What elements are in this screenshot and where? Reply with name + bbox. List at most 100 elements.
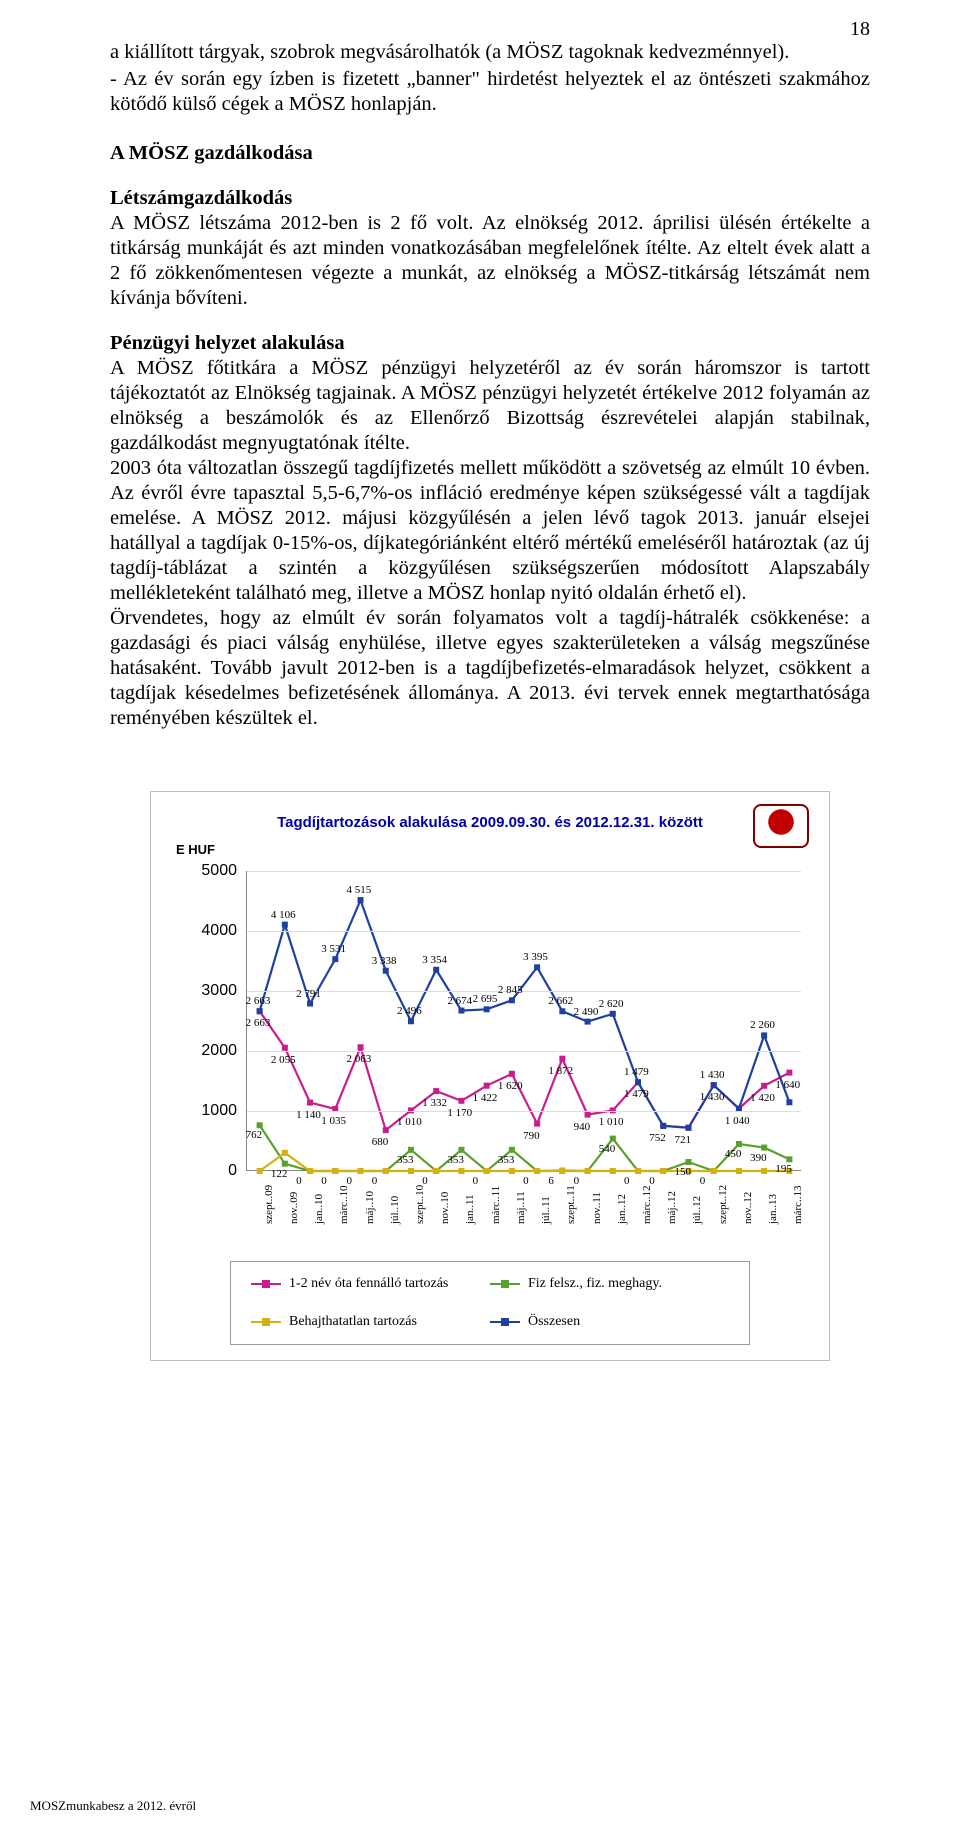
x-tick: nov..09 xyxy=(288,1192,300,1224)
x-tick: szept..10 xyxy=(414,1185,426,1224)
footer-text: MOSZmunkabesz a 2012. évről xyxy=(30,1798,196,1814)
para-1: a kiállított tárgyak, szobrok megvásárol… xyxy=(110,40,870,65)
data-label: 2 845 xyxy=(498,984,523,996)
data-label: 3 531 xyxy=(321,943,346,955)
x-tick: jan..11 xyxy=(464,1194,476,1224)
chart-title: Tagdíjtartozások alakulása 2009.09.30. é… xyxy=(171,814,809,831)
data-label: 1 640 xyxy=(775,1079,800,1091)
para-4: A MÖSZ főtitkára a MÖSZ pénzügyi helyzet… xyxy=(110,356,870,456)
chart-container: Tagdíjtartozások alakulása 2009.09.30. é… xyxy=(150,791,830,1361)
para-6: Örvendetes, hogy az elmúlt év során foly… xyxy=(110,606,870,731)
data-label: 1 010 xyxy=(599,1116,624,1128)
data-label: 4 515 xyxy=(347,884,372,896)
data-label: 2 260 xyxy=(750,1019,775,1031)
data-label: 2 791 xyxy=(296,988,321,1000)
data-label: 3 338 xyxy=(372,955,397,967)
data-label: 353 xyxy=(397,1154,414,1166)
data-label: 1 170 xyxy=(447,1107,472,1119)
data-label: 3 395 xyxy=(523,951,548,963)
data-label: 450 xyxy=(725,1148,742,1160)
data-label: 2 620 xyxy=(599,998,624,1010)
data-label: 1 035 xyxy=(321,1115,346,1127)
x-tick: máj..11 xyxy=(515,1191,527,1224)
data-label: 353 xyxy=(498,1154,515,1166)
page-number: 18 xyxy=(850,18,870,41)
legend-label: Behajthatatlan tartozás xyxy=(289,1314,417,1330)
y-tick: 2000 xyxy=(181,1042,237,1060)
y-tick: 0 xyxy=(181,1162,237,1180)
legend-label: Összesen xyxy=(528,1314,580,1330)
para-5: 2003 óta változatlan összegű tagdíjfizet… xyxy=(110,456,870,606)
data-label: 390 xyxy=(750,1152,767,1164)
chart-legend: 1-2 név óta fennálló tartozás Fiz felsz.,… xyxy=(230,1261,750,1345)
data-label: 2 055 xyxy=(271,1054,296,1066)
x-tick: nov..12 xyxy=(742,1192,754,1224)
y-tick: 4000 xyxy=(181,922,237,940)
data-label: 540 xyxy=(599,1143,616,1155)
legend-label: Fiz felsz., fiz. meghagy. xyxy=(528,1276,662,1292)
x-tick: nov..10 xyxy=(439,1192,451,1224)
data-label: 2 663 xyxy=(246,995,271,1007)
data-label: 1 420 xyxy=(750,1092,775,1104)
x-tick: márc..10 xyxy=(338,1186,350,1224)
legend-swatch xyxy=(490,1321,520,1323)
data-label: 2 674 xyxy=(447,995,472,1007)
y-tick: 1000 xyxy=(181,1102,237,1120)
heading-3: Pénzügyi helyzet alakulása xyxy=(110,331,870,356)
x-tick: szept..11 xyxy=(565,1185,577,1224)
x-tick: jan..13 xyxy=(767,1194,779,1224)
x-tick: márc..13 xyxy=(792,1186,804,1224)
x-tick: jan..10 xyxy=(313,1194,325,1224)
data-label: 1 010 xyxy=(397,1116,422,1128)
data-label: 1 430 xyxy=(700,1069,725,1081)
x-tick: júl..10 xyxy=(389,1196,401,1224)
data-label: 1 422 xyxy=(473,1092,498,1104)
x-tick: szept..09 xyxy=(263,1185,275,1224)
data-label: 2 063 xyxy=(347,1053,372,1065)
x-tick: júl..12 xyxy=(691,1196,703,1224)
data-label: 2 662 xyxy=(548,995,573,1007)
y-tick: 5000 xyxy=(181,862,237,880)
data-label: 4 106 xyxy=(271,909,296,921)
data-label: 1 872 xyxy=(548,1065,573,1077)
data-label: 1 140 xyxy=(296,1109,321,1121)
legend-label: 1-2 név óta fennálló tartozás xyxy=(289,1276,448,1292)
mosz-logo xyxy=(753,804,809,848)
data-label: 2 496 xyxy=(397,1005,422,1017)
para-3: A MÖSZ létszáma 2012-ben is 2 fő volt. A… xyxy=(110,211,870,311)
para-2: - Az év során egy ízben is fizetett „ban… xyxy=(110,67,870,117)
data-label: 1 040 xyxy=(725,1115,750,1127)
x-tick: jan..12 xyxy=(616,1194,628,1224)
x-tick: máj..10 xyxy=(364,1191,376,1224)
chart-unit: E HUF xyxy=(176,842,215,857)
data-label: 2 490 xyxy=(574,1006,599,1018)
x-tick: szept..12 xyxy=(717,1185,729,1224)
data-label: 721 xyxy=(674,1134,691,1146)
x-tick: júl..11 xyxy=(540,1196,552,1224)
legend-swatch xyxy=(251,1283,281,1285)
x-tick: máj..12 xyxy=(666,1191,678,1224)
x-tick: márc..12 xyxy=(641,1186,653,1224)
data-label: 940 xyxy=(574,1121,591,1133)
x-tick: nov..11 xyxy=(591,1192,603,1224)
legend-item: Összesen xyxy=(490,1314,729,1330)
data-label: 2 663 xyxy=(246,1017,271,1029)
legend-item: 1-2 név óta fennálló tartozás xyxy=(251,1276,490,1292)
legend-swatch xyxy=(251,1321,281,1323)
data-label: 195 xyxy=(775,1163,792,1175)
data-label: 762 xyxy=(246,1129,263,1141)
legend-item: Behajthatatlan tartozás xyxy=(251,1314,490,1330)
data-label: 3 354 xyxy=(422,954,447,966)
data-label: 790 xyxy=(523,1130,540,1142)
data-label: 1 430 xyxy=(700,1091,725,1103)
data-label: 1 332 xyxy=(422,1097,447,1109)
heading-1: A MÖSZ gazdálkodása xyxy=(110,141,870,166)
data-label: 680 xyxy=(372,1136,389,1148)
data-label: 353 xyxy=(447,1154,464,1166)
data-label: 1 620 xyxy=(498,1080,523,1092)
data-label: 752 xyxy=(649,1132,666,1144)
data-label: 1 479 xyxy=(624,1088,649,1100)
legend-swatch xyxy=(490,1283,520,1285)
heading-2: Létszámgazdálkodás xyxy=(110,186,870,211)
legend-item: Fiz felsz., fiz. meghagy. xyxy=(490,1276,729,1292)
